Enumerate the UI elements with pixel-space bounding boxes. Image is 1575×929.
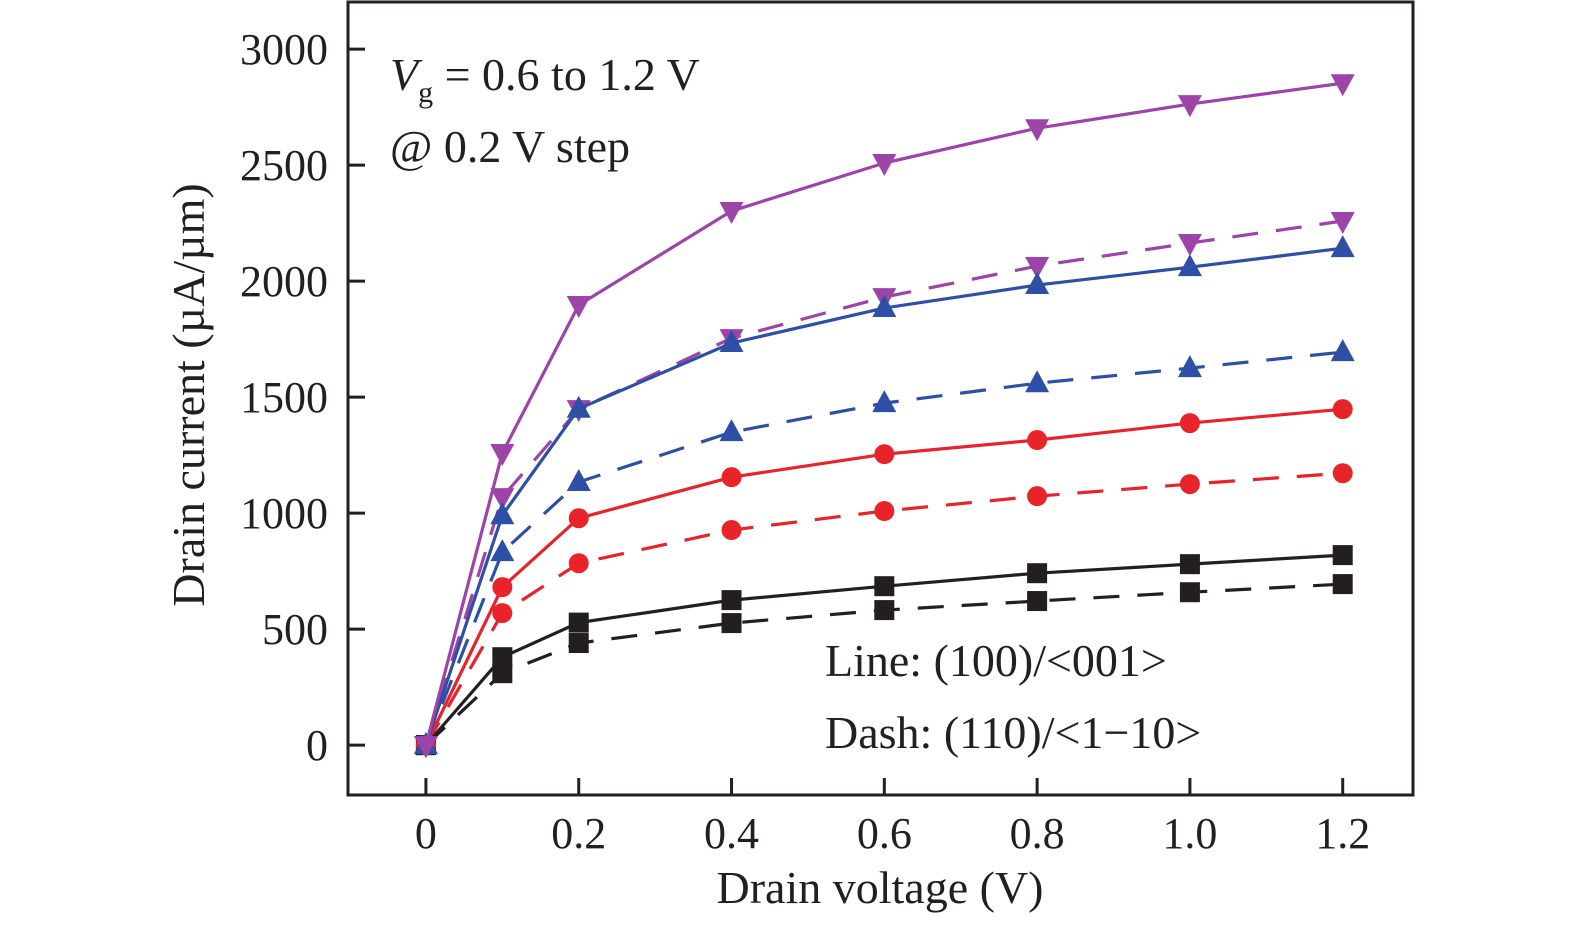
axis-ticks — [348, 47, 1345, 795]
series-line — [424, 81, 1343, 746]
x-axis-label: Drain voltage (V) — [717, 862, 1044, 913]
data-point-triangle-up — [490, 502, 515, 525]
data-point-triangle-up — [719, 419, 744, 442]
data-point-square — [721, 613, 742, 634]
x-tick-label: 0.4 — [704, 809, 759, 858]
data-point-square — [568, 612, 589, 633]
vg-range: = 0.6 to 1.2 V — [433, 49, 700, 100]
legend-dash-label: Dash: (110)/<1−10> — [825, 707, 1201, 758]
vg-subscript: g — [418, 76, 433, 109]
data-point-square — [874, 600, 895, 621]
data-point-triangle-down — [719, 202, 744, 225]
data-point-triangle-down — [490, 488, 515, 511]
data-point-circle — [1179, 413, 1200, 434]
y-tick-label: 3000 — [240, 25, 328, 74]
data-point-triangle-up — [566, 395, 591, 418]
data-point-triangle-up — [1025, 370, 1050, 393]
vg-annotation: Vg = 0.6 to 1.2 V @ 0.2 V step — [390, 49, 700, 172]
series-line — [424, 219, 1343, 746]
legend: Line: (100)/<001> Dash: (110)/<1−10> — [825, 635, 1201, 758]
data-point-circle — [1179, 474, 1200, 495]
data-point-triangle-down — [1025, 257, 1050, 280]
data-point-triangle-down — [1330, 212, 1355, 235]
series-line — [424, 582, 1343, 747]
data-point-circle — [568, 553, 589, 574]
data-point-triangle-up — [872, 390, 897, 413]
x-tick-label: 0.2 — [551, 809, 606, 858]
data-point-triangle-down — [1177, 95, 1202, 118]
data-point-triangle-up — [490, 539, 515, 562]
data-point-triangle-down — [1177, 234, 1202, 257]
data-point-triangle-down — [1025, 119, 1050, 142]
series-dash-vg-0_8 — [415, 463, 1353, 756]
data-point-square — [1179, 554, 1200, 575]
x-tick-label: 1.0 — [1162, 809, 1217, 858]
data-point-circle — [721, 467, 742, 488]
data-point-square — [721, 590, 742, 611]
y-tick-label: 1000 — [240, 489, 328, 538]
x-tick-label: 0.6 — [857, 809, 912, 858]
step-annotation: @ 0.2 V step — [390, 121, 630, 172]
data-point-circle — [721, 520, 742, 541]
data-point-triangle-up — [1330, 235, 1355, 258]
series-solid-vg-1_2 — [413, 74, 1355, 759]
x-tick-label: 0 — [415, 809, 437, 858]
data-point-triangle-up — [1025, 272, 1050, 295]
series-line — [424, 553, 1343, 747]
x-tick-label: 1.2 — [1315, 809, 1370, 858]
data-point-triangle-up — [1330, 339, 1355, 362]
data-point-circle — [1027, 486, 1048, 507]
data-point-circle — [874, 501, 895, 522]
series-group — [413, 74, 1355, 759]
data-point-triangle-down — [1330, 74, 1355, 97]
data-point-circle — [568, 508, 589, 529]
x-tick-label: 0.8 — [1010, 809, 1065, 858]
data-point-square — [492, 663, 513, 684]
data-point-triangle-up — [872, 295, 897, 318]
data-point-triangle-down — [413, 736, 438, 759]
data-point-square — [1179, 582, 1200, 603]
y-tick-label: 2000 — [240, 257, 328, 306]
data-point-circle — [492, 577, 513, 598]
y-axis-label: Drain current (µA/µm) — [163, 183, 214, 606]
y-tick-label: 0 — [306, 721, 328, 770]
series-line — [424, 407, 1343, 746]
data-point-triangle-up — [1177, 355, 1202, 378]
data-point-circle — [492, 603, 513, 624]
y-tick-label: 2500 — [240, 141, 328, 190]
data-point-square — [1027, 563, 1048, 584]
data-point-triangle-up — [1177, 254, 1202, 277]
vg-symbol: V — [390, 49, 423, 100]
data-point-triangle-down — [490, 444, 515, 467]
y-tick-label: 1500 — [240, 373, 328, 422]
data-point-triangle-down — [566, 296, 591, 319]
data-point-square — [874, 576, 895, 597]
data-point-square — [1332, 545, 1353, 566]
series-line — [424, 350, 1343, 746]
data-point-circle — [874, 444, 895, 465]
data-point-square — [492, 647, 513, 668]
data-point-triangle-down — [872, 154, 897, 177]
axis-tick-labels: 0 0.2 0.4 0.6 0.8 1.0 1.2 0 500 1000 1500 2000 2500 3… — [240, 25, 1370, 858]
data-point-square — [1027, 591, 1048, 612]
series-solid-vg-0_8 — [415, 399, 1353, 756]
series-dash-vg-1 — [413, 339, 1355, 755]
legend-line-label: Line: (100)/<001> — [825, 635, 1167, 686]
y-tick-label: 500 — [262, 605, 328, 654]
data-point-triangle-up — [719, 330, 744, 353]
data-point-triangle-up — [566, 469, 591, 492]
data-point-circle — [1027, 430, 1048, 451]
data-point-circle — [1332, 463, 1353, 484]
data-point-square — [568, 633, 589, 654]
series-line — [424, 246, 1343, 746]
data-point-square — [1332, 574, 1353, 595]
svg-text:Vg = 0.6 to 1.2 V: Vg = 0.6 to 1.2 V — [390, 49, 700, 109]
data-point-circle — [1332, 399, 1353, 420]
